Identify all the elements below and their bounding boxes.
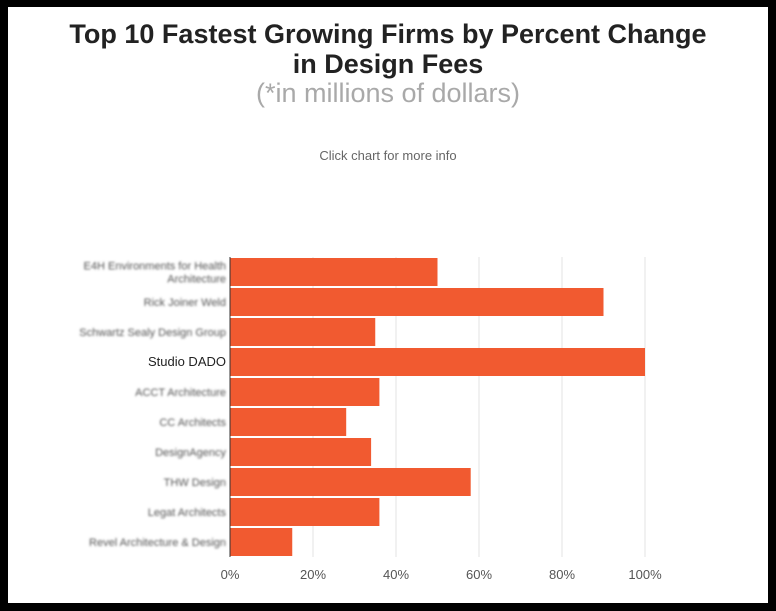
category-label-line: Revel Architecture & Design [89, 537, 226, 549]
chart-title: Top 10 Fastest Growing Firms by Percent … [8, 19, 768, 79]
category-label-9: Legat Architects [148, 507, 227, 519]
click-hint: Click chart for more info [319, 148, 457, 163]
category-label-line: Schwartz Sealy Design Group [79, 327, 226, 339]
category-label-2: Rick Joiner Weld [144, 297, 226, 309]
category-label-6: CC Architects [159, 417, 226, 429]
bar-2[interactable] [230, 288, 604, 316]
bar-8[interactable] [230, 468, 471, 496]
x-tick-label-40: 40% [383, 567, 409, 582]
chart-title-line-2: in Design Fees [292, 49, 484, 79]
chart-title-line-1: Top 10 Fastest Growing Firms by Percent … [69, 19, 707, 49]
bar-4[interactable] [230, 348, 645, 376]
category-label-line: Rick Joiner Weld [144, 297, 226, 309]
x-tick-label-100: 100% [628, 567, 662, 582]
x-tick-labels: 0% 20% 40% 60% 80% 100% [221, 567, 662, 582]
x-tick-label-0: 0% [221, 567, 240, 582]
bar-3[interactable] [230, 318, 376, 346]
x-tick-label-20: 20% [300, 567, 326, 582]
bar-9[interactable] [230, 498, 380, 526]
category-label-line: E4H Environments for Health [84, 261, 226, 273]
x-tick-label-60: 60% [466, 567, 492, 582]
category-label-line: CC Architects [159, 417, 226, 429]
bar-10[interactable] [230, 528, 293, 556]
category-label-line: Architecture [167, 274, 226, 286]
bar-6[interactable] [230, 408, 347, 436]
category-label-1: E4H Environments for Health Architecture [84, 261, 226, 286]
category-label-line: THW Design [164, 477, 226, 489]
bar-chart[interactable]: E4H Environments for Health Architecture R… [8, 7, 768, 603]
chart-frame[interactable]: Top 10 Fastest Growing Firms by Percent … [8, 7, 768, 603]
category-label-8: THW Design [164, 477, 226, 489]
category-labels: E4H Environments for Health Architecture R… [79, 261, 226, 550]
bar-1[interactable] [230, 258, 438, 286]
category-label-line: Studio DADO [148, 354, 226, 369]
bar-5[interactable] [230, 378, 380, 406]
category-label-line: ACCT Architecture [135, 387, 226, 399]
category-label-5: ACCT Architecture [135, 387, 226, 399]
category-label-line: Legat Architects [148, 507, 227, 519]
category-label-line: DesignAgency [155, 447, 226, 459]
category-label-4: Studio DADO [148, 354, 226, 369]
bar-7[interactable] [230, 438, 372, 466]
category-label-3: Schwartz Sealy Design Group [79, 327, 226, 339]
category-label-10: Revel Architecture & Design [89, 537, 226, 549]
category-label-7: DesignAgency [155, 447, 226, 459]
bars[interactable] [230, 258, 645, 556]
chart-subtitle: (*in millions of dollars) [255, 78, 521, 108]
x-tick-label-80: 80% [549, 567, 575, 582]
